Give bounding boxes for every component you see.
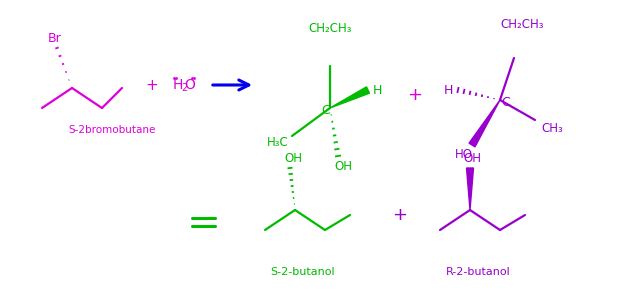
Text: 2: 2 <box>181 83 187 93</box>
Polygon shape <box>330 87 369 108</box>
Text: H: H <box>444 84 452 96</box>
Text: CH₂CH₃: CH₂CH₃ <box>308 22 352 35</box>
Text: H₃C: H₃C <box>267 135 289 148</box>
Text: OH: OH <box>284 152 302 165</box>
Text: +: + <box>146 78 158 92</box>
Text: OH: OH <box>463 152 481 165</box>
Text: +: + <box>408 86 422 104</box>
Text: Br: Br <box>48 32 62 45</box>
Polygon shape <box>467 168 474 210</box>
Text: OH: OH <box>334 159 352 172</box>
Text: C: C <box>322 104 330 116</box>
Text: HO: HO <box>455 148 473 161</box>
Text: CH₂CH₃: CH₂CH₃ <box>500 18 544 32</box>
Text: R-2-butanol: R-2-butanol <box>445 267 510 277</box>
Text: +: + <box>392 206 408 224</box>
Text: H: H <box>173 78 183 92</box>
Polygon shape <box>469 100 500 147</box>
Text: C: C <box>502 95 510 108</box>
Text: S-2-butanol: S-2-butanol <box>271 267 335 277</box>
Text: S-2bromobutane: S-2bromobutane <box>68 125 156 135</box>
Text: H: H <box>372 84 381 96</box>
Text: O: O <box>184 78 195 92</box>
Text: CH₃: CH₃ <box>541 122 563 135</box>
